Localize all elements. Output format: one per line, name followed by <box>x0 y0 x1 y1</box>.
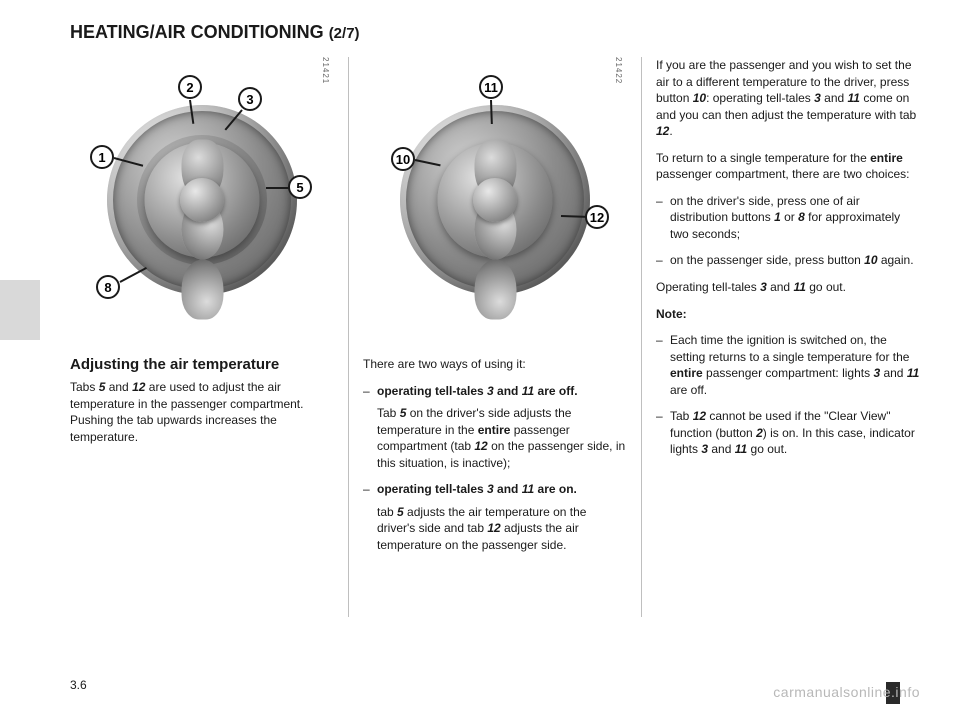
lead-5 <box>266 187 290 189</box>
col2-li2-p: tab 5 adjusts the air temperature on the… <box>363 504 627 554</box>
callout-5: 5 <box>288 175 312 199</box>
content-columns: 21421 1 2 3 <box>70 57 920 617</box>
figure-ref-left: 21421 <box>321 57 330 84</box>
col3-n2: Tab 12 cannot be used if the "Clear View… <box>656 408 920 458</box>
page-title: HEATING/AIR CONDITIONING (2/7) <box>70 22 920 43</box>
callout-3: 3 <box>238 87 262 111</box>
title-sub: (2/7) <box>329 25 360 42</box>
col2-intro: There are two ways of using it: <box>363 356 627 373</box>
figure-left: 21421 1 2 3 <box>70 57 334 342</box>
col3-note-label: Note: <box>656 306 920 323</box>
col1-heading: Adjusting the air temperature <box>70 356 334 373</box>
driver-dial <box>107 105 297 295</box>
column-3: If you are the passenger and you wish to… <box>642 57 920 617</box>
col1-body: Tabs 5 and 12 are used to adjust the air… <box>70 379 334 455</box>
col3-p1: If you are the passenger and you wish to… <box>656 57 920 140</box>
page-number: 3.6 <box>70 678 87 692</box>
col2-li1-p: Tab 5 on the driver's side adjusts the t… <box>363 405 627 471</box>
col3-li2: on the passenger side, press button 10 a… <box>656 252 920 269</box>
column-2: 21422 11 10 12 <box>349 57 642 617</box>
side-tab <box>0 280 40 340</box>
figure-ref-right: 21422 <box>614 57 623 84</box>
col3-p2: To return to a single temperature for th… <box>656 150 920 183</box>
col3-p3: Operating tell-tales 3 and 11 go out. <box>656 279 920 296</box>
callout-10: 10 <box>391 147 415 171</box>
callout-12: 12 <box>585 205 609 229</box>
callout-2: 2 <box>178 75 202 99</box>
column-1: 21421 1 2 3 <box>70 57 349 617</box>
watermark: carmanualsonline.info <box>773 684 920 700</box>
col3-n1: Each time the ignition is switched on, t… <box>656 332 920 398</box>
callout-8: 8 <box>96 275 120 299</box>
figure-right: 21422 11 10 12 <box>363 57 627 342</box>
col3-body: If you are the passenger and you wish to… <box>656 57 920 468</box>
manual-page: HEATING/AIR CONDITIONING (2/7) 21421 <box>0 0 960 710</box>
col2-li2: operating tell-tales 3 and 11 are on. <box>363 481 627 498</box>
title-main: HEATING/AIR CONDITIONING <box>70 22 324 42</box>
col2-li1: operating tell-tales 3 and 11 are off. <box>363 383 627 400</box>
col3-li1: on the driver's side, press one of air d… <box>656 193 920 243</box>
col2-body: There are two ways of using it: operatin… <box>363 356 627 563</box>
callout-11: 11 <box>479 75 503 99</box>
callout-1: 1 <box>90 145 114 169</box>
col1-p1: Tabs 5 and 12 are used to adjust the air… <box>70 379 334 445</box>
passenger-dial <box>400 105 590 295</box>
